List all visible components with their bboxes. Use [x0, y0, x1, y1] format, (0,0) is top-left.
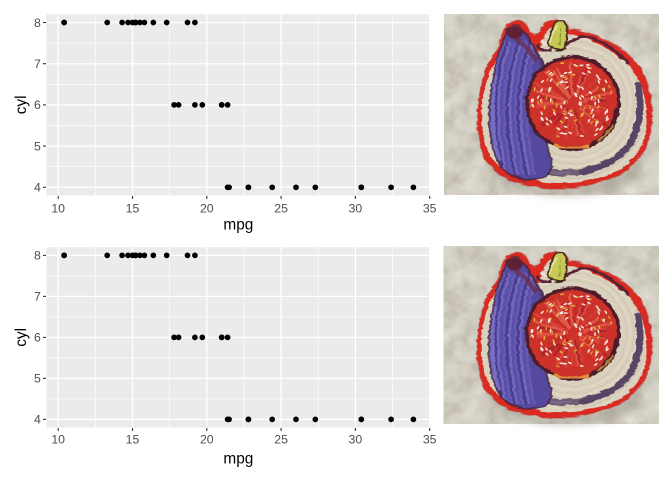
svg-text:35: 35 — [423, 201, 437, 215]
svg-text:25: 25 — [274, 201, 288, 215]
svg-text:15: 15 — [126, 201, 140, 215]
svg-text:4: 4 — [34, 413, 41, 427]
svg-text:20: 20 — [200, 201, 214, 215]
svg-text:5: 5 — [34, 372, 41, 386]
svg-text:10: 10 — [51, 433, 65, 447]
svg-text:25: 25 — [274, 433, 288, 447]
svg-text:7: 7 — [34, 290, 41, 304]
svg-text:cyl: cyl — [13, 328, 30, 347]
svg-text:mpg: mpg — [223, 450, 253, 467]
svg-text:30: 30 — [349, 201, 363, 215]
svg-text:10: 10 — [51, 201, 65, 215]
svg-text:4: 4 — [34, 181, 41, 195]
svg-text:6: 6 — [34, 331, 41, 345]
svg-text:20: 20 — [200, 433, 214, 447]
svg-text:mpg: mpg — [223, 217, 253, 234]
svg-text:35: 35 — [423, 433, 437, 447]
svg-text:30: 30 — [349, 433, 363, 447]
svg-text:5: 5 — [34, 139, 41, 153]
svg-text:cyl: cyl — [13, 95, 30, 114]
svg-text:15: 15 — [126, 433, 140, 447]
svg-text:8: 8 — [34, 249, 41, 263]
svg-text:7: 7 — [34, 57, 41, 71]
svg-text:8: 8 — [34, 16, 41, 30]
svg-text:6: 6 — [34, 98, 41, 112]
